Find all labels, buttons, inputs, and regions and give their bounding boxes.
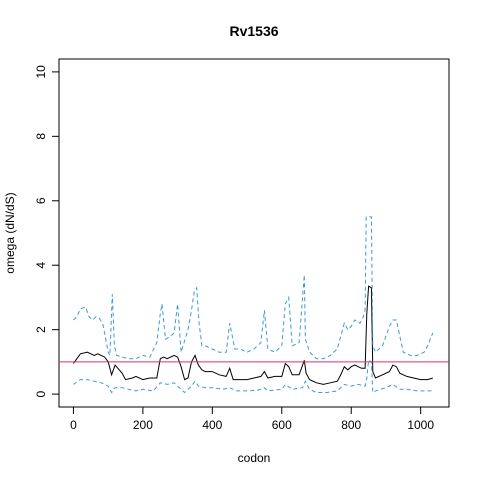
y-tick-label: 0 bbox=[34, 390, 48, 397]
y-axis-label: omega (dN/dS) bbox=[3, 192, 17, 273]
y-tick-label: 4 bbox=[34, 262, 48, 269]
series-group bbox=[59, 216, 449, 394]
plot-frame bbox=[58, 58, 450, 408]
mean-line bbox=[72, 285, 433, 385]
x-tick-label: 200 bbox=[133, 418, 153, 432]
y-tick-label: 10 bbox=[34, 65, 48, 79]
y-tick-label: 6 bbox=[34, 197, 48, 204]
x-tick-label: 800 bbox=[341, 418, 361, 432]
x-axis-label: codon bbox=[238, 451, 271, 465]
y-tick-label: 2 bbox=[34, 326, 48, 333]
chart-title: Rv1536 bbox=[229, 23, 278, 39]
x-axis: 0 200 400 600 800 1000 bbox=[70, 406, 434, 432]
y-tick-label: 8 bbox=[34, 133, 48, 140]
x-tick-label: 1000 bbox=[407, 418, 434, 432]
y-axis: 0 2 4 6 8 10 bbox=[34, 65, 60, 397]
x-tick-label: 400 bbox=[202, 418, 222, 432]
upper-bound-line bbox=[73, 216, 434, 360]
x-tick-label: 600 bbox=[272, 418, 292, 432]
plot-area bbox=[59, 216, 449, 394]
x-tick-label: 0 bbox=[70, 418, 77, 432]
